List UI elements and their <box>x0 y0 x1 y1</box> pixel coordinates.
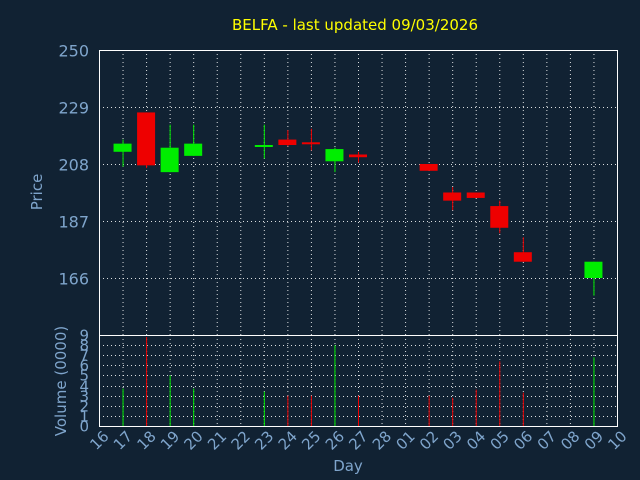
volume-tick-label: 9 <box>79 327 89 345</box>
candle-body <box>513 252 532 262</box>
volume-tick-label: 4 <box>79 378 89 396</box>
chart-title: BELFA - last updated 09/03/2026 <box>232 16 478 34</box>
volume-axis-label: Volume (0000) <box>52 326 70 436</box>
candles <box>113 112 603 296</box>
axes <box>99 50 618 427</box>
candle-body <box>137 112 156 166</box>
candle-body <box>490 206 509 228</box>
candle-body <box>184 143 203 156</box>
price-tick-label: 208 <box>58 156 89 175</box>
candle-body <box>113 143 132 152</box>
volume-tick-label: 5 <box>79 367 89 385</box>
volume-tick-label: 3 <box>79 388 89 406</box>
volume-tick-label: 7 <box>79 347 89 365</box>
candle-body <box>278 139 297 145</box>
volume-panel-border <box>99 335 618 427</box>
volume-tick-label: 1 <box>79 408 89 426</box>
volume-bars <box>122 337 595 426</box>
candle-body <box>466 192 485 198</box>
volume-tick-label: 0 <box>79 418 89 436</box>
candle-body <box>301 142 320 145</box>
price-tick-label: 229 <box>58 99 89 118</box>
volume-tick-label: 6 <box>79 357 89 375</box>
candle-body <box>254 145 273 147</box>
candle-body <box>160 147 179 173</box>
volume-tick-label: 2 <box>79 398 89 416</box>
price-tick-label: 166 <box>58 270 89 289</box>
candle-body <box>325 149 344 162</box>
candle-body <box>584 261 603 278</box>
candle-body <box>443 192 462 201</box>
candle-body <box>349 154 367 158</box>
x-axis-label: Day <box>333 457 363 475</box>
volume-tick-label: 8 <box>79 337 89 355</box>
candle-body <box>419 164 438 171</box>
price-axis-label: Price <box>28 174 46 211</box>
price-tick-label: 187 <box>58 213 89 232</box>
price-tick-label: 250 <box>58 42 89 61</box>
